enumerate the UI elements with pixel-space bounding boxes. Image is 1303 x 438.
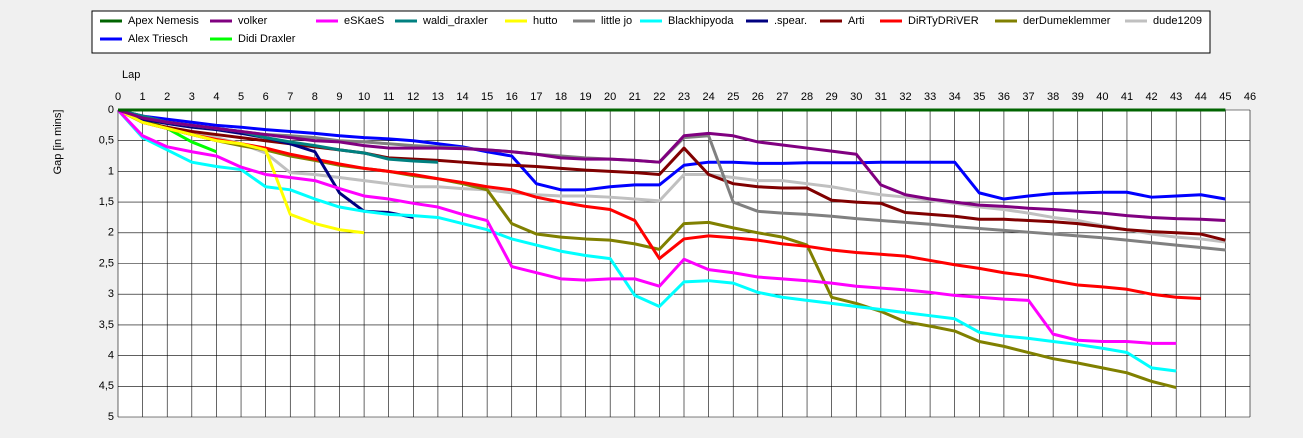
x-tick-label: 39 [1072,91,1084,103]
legend-box [91,10,1211,54]
y-tick-label: 0,5 [99,135,114,147]
legend-label: Arti [848,15,865,27]
series-line [116,108,1177,345]
x-tick-label: 23 [678,91,690,103]
x-tick-label: 43 [1170,91,1182,103]
x-tick-label: 14 [456,91,468,103]
x-tick-label: 0 [115,91,121,103]
x-tick-label: 31 [875,91,887,103]
x-tick-label: 25 [727,91,739,103]
x-tick-label: 44 [1195,91,1207,103]
legend-label: dude1209 [1153,15,1202,27]
legend-label: waldi_draxler [422,15,488,27]
x-tick-label: 45 [1219,91,1231,103]
y-tick-label: 1 [108,165,114,177]
x-tick-label: 34 [949,91,961,103]
series-line [116,109,1177,373]
y-tick-label: 3 [108,288,114,300]
x-axis-label: Lap [122,69,140,81]
x-tick-label: 38 [1047,91,1059,103]
y-tick-label: 2,5 [99,257,114,269]
x-tick-label: 46 [1244,91,1256,103]
y-tick-label: 2 [108,227,114,239]
x-tick-label: 27 [776,91,788,103]
x-tick-label: 11 [383,91,394,103]
legend-label: derDumeklemmer [1023,15,1111,27]
legend-label: .spear. [774,15,807,27]
x-tick-label: 3 [189,91,195,103]
x-tick-label: 6 [263,91,269,103]
x-tick-label: 40 [1096,91,1108,103]
x-tick-label: 15 [481,91,493,103]
legend-label: little jo [601,15,632,27]
x-tick-label: 22 [653,91,665,103]
x-tick-label: 16 [506,91,518,103]
legend-label: eSKaeS [344,15,384,27]
legend-label: hutto [533,15,557,27]
x-tick-label: 20 [604,91,616,103]
x-tick-label: 30 [850,91,862,103]
x-tick-label: 33 [924,91,936,103]
series-line [117,108,1226,242]
y-tick-label: 1,5 [99,196,114,208]
legend-label: Didi Draxler [238,33,296,45]
x-tick-label: 26 [752,91,764,103]
x-tick-label: 32 [899,91,911,103]
x-tick-label: 10 [358,91,370,103]
x-tick-label: 13 [432,91,444,103]
y-tick-label: 4 [108,350,114,362]
x-tick-label: 41 [1121,91,1133,103]
x-tick-label: 19 [579,91,591,103]
x-tick-label: 36 [998,91,1010,103]
series-line [117,108,1226,223]
series-line [117,108,365,235]
y-tick-label: 3,5 [99,319,114,331]
series-line [117,108,1201,300]
series-line [117,108,1226,244]
x-tick-label: 28 [801,91,813,103]
x-tick-label: 29 [826,91,838,103]
y-tick-label: 4,5 [99,380,114,392]
x-tick-label: 24 [702,91,714,103]
legend-label: Blackhipyoda [668,15,734,27]
x-tick-label: 8 [312,91,318,103]
x-tick-label: 17 [530,91,542,103]
legend-label: DiRTyDRiVER [908,15,979,27]
x-tick-label: 42 [1145,91,1157,103]
x-tick-label: 12 [407,91,419,103]
x-tick-label: 18 [555,91,567,103]
x-tick-label: 21 [629,91,641,103]
series-line [117,108,1226,201]
legend-label: Apex Nemesis [128,15,199,27]
y-axis-label: Gap [in mins] [52,110,64,175]
x-tick-label: 35 [973,91,985,103]
series-line [117,108,1177,389]
y-tick-label: 5 [108,411,114,423]
x-tick-label: 1 [140,91,146,103]
x-tick-label: 7 [287,91,293,103]
legend-label: volker [238,15,268,27]
y-tick-label: 0 [108,104,114,116]
x-tick-label: 9 [336,91,342,103]
legend-label: Alex Triesch [128,33,188,45]
x-tick-label: 2 [164,91,170,103]
x-tick-label: 4 [213,91,219,103]
x-tick-label: 5 [238,91,244,103]
x-tick-label: 37 [1022,91,1034,103]
